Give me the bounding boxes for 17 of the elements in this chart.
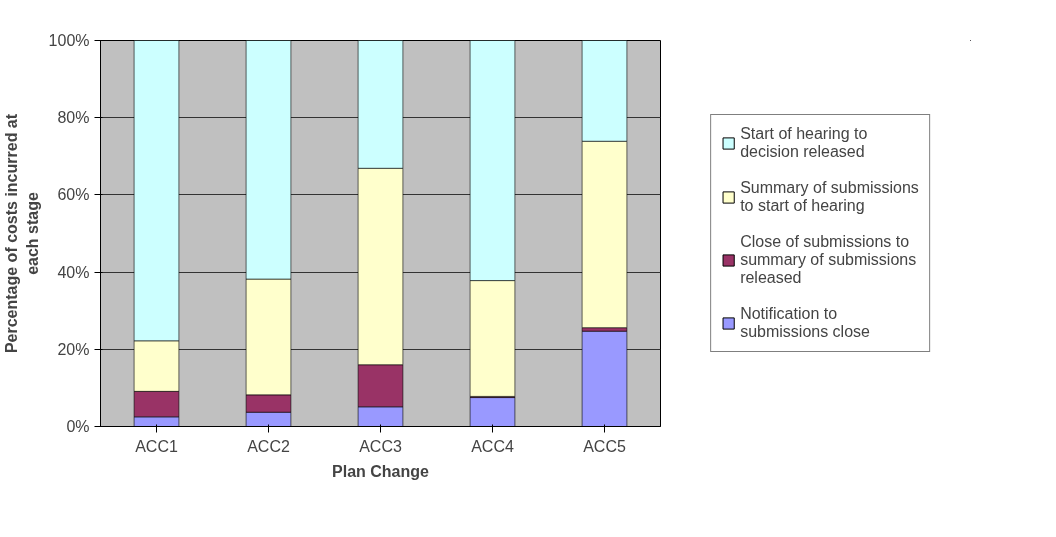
x-tick-label: ACC1 bbox=[135, 437, 178, 455]
legend-label: Notification to submissions close bbox=[740, 305, 870, 341]
y-tick-label: 80% bbox=[57, 109, 90, 127]
legend-label: Start of hearing to decision released bbox=[740, 125, 868, 161]
x-tick-label: ACC5 bbox=[583, 437, 626, 455]
x-tick-label: ACC3 bbox=[359, 437, 402, 455]
y-tick-label: 0% bbox=[66, 418, 90, 435]
y-tick-label: 40% bbox=[57, 263, 90, 281]
y-axis-title: Percentage of costs incurred at each stage bbox=[3, 113, 41, 354]
x-tick-label: ACC2 bbox=[247, 437, 290, 455]
legend-label: Close of submissions to summary of submissions released bbox=[740, 233, 917, 287]
y-tick-label: 100% bbox=[48, 32, 90, 49]
legend-label: Summary of submissions to start of hearing bbox=[740, 179, 919, 215]
x-tick-label: ACC4 bbox=[471, 437, 514, 455]
x-axis-title: Plan Change bbox=[332, 462, 430, 480]
y-tick-label: 60% bbox=[57, 186, 90, 204]
y-tick-label: 20% bbox=[57, 340, 90, 358]
